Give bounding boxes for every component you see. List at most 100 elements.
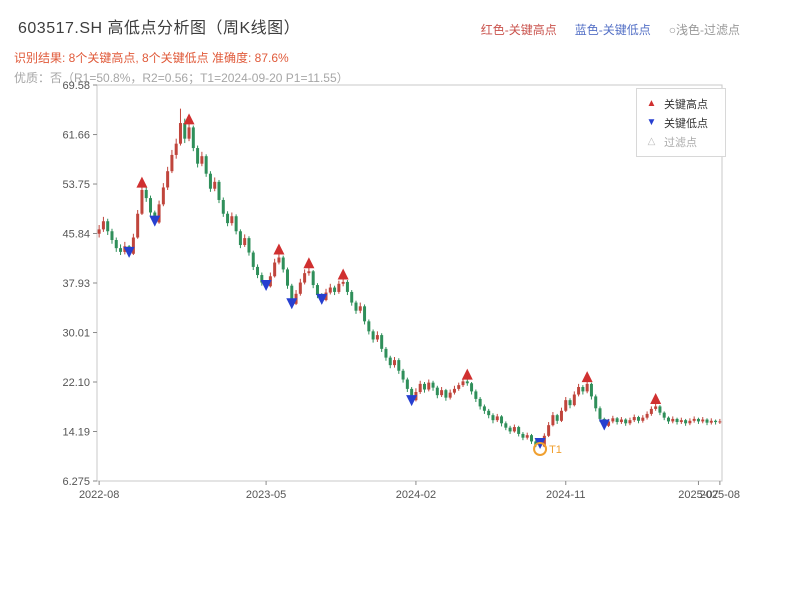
candle-body bbox=[191, 127, 195, 149]
key-low-marker bbox=[406, 395, 418, 407]
candle-body bbox=[701, 419, 705, 422]
candle-body bbox=[149, 198, 153, 213]
candle-body bbox=[208, 173, 212, 189]
candle-body bbox=[508, 427, 512, 432]
candle-body bbox=[688, 420, 692, 424]
candle-body bbox=[183, 123, 187, 139]
candle-body bbox=[440, 390, 444, 396]
x-tick-label: 2024-11 bbox=[546, 489, 586, 501]
legend-label-filtered: 过滤点 bbox=[664, 136, 697, 149]
candle-body bbox=[384, 348, 388, 358]
candle-body bbox=[144, 189, 148, 199]
quality-line: 优质：否（R1=50.8%，R2=0.56；T1=2024-09-20 P1=1… bbox=[14, 71, 349, 85]
candle-body bbox=[106, 221, 110, 232]
candle-body bbox=[371, 331, 375, 340]
t1-annotation: T1 bbox=[533, 442, 562, 457]
key-high-marker bbox=[273, 243, 285, 255]
x-tick-label: 2025-07 bbox=[678, 489, 718, 501]
candle-body bbox=[333, 287, 337, 292]
t1-circle-icon bbox=[533, 442, 548, 457]
candle-body bbox=[380, 335, 384, 349]
candle-body bbox=[615, 418, 619, 423]
candle-body bbox=[632, 417, 636, 421]
candle-body bbox=[444, 390, 448, 398]
candle-body bbox=[696, 418, 700, 422]
candle-body bbox=[521, 433, 525, 438]
candle-body bbox=[307, 271, 311, 274]
key-low-marker bbox=[260, 280, 272, 292]
candle-body bbox=[645, 413, 649, 418]
y-tick-label: 69.58 bbox=[62, 80, 90, 92]
candle-body bbox=[637, 417, 641, 421]
y-tick-label: 53.75 bbox=[62, 179, 90, 191]
candle-body bbox=[658, 406, 662, 413]
candle-body bbox=[114, 240, 118, 249]
candle-body bbox=[350, 291, 354, 303]
candle-body bbox=[405, 379, 409, 389]
candle-body bbox=[243, 238, 247, 246]
candle-body bbox=[277, 257, 281, 263]
candle-body bbox=[500, 416, 504, 424]
candle-body bbox=[525, 435, 529, 438]
key-high-marker bbox=[581, 371, 593, 383]
candle-body bbox=[285, 269, 289, 286]
candle-body bbox=[504, 423, 508, 428]
candle-body bbox=[119, 248, 123, 252]
y-tick-label: 61.66 bbox=[62, 130, 90, 142]
candle-body bbox=[465, 381, 469, 384]
y-tick-label: 37.93 bbox=[62, 278, 90, 290]
candle-body bbox=[572, 394, 576, 406]
candle-body bbox=[482, 406, 486, 411]
candle-body bbox=[581, 387, 585, 392]
candle-body bbox=[170, 154, 174, 172]
y-tick-label: 22.10 bbox=[62, 377, 90, 389]
candle-body bbox=[718, 421, 722, 423]
candle-body bbox=[666, 417, 670, 422]
key-low-marker bbox=[286, 298, 298, 310]
x-tick-label: 2024-02 bbox=[396, 489, 436, 501]
candle-body bbox=[568, 400, 572, 406]
candle-body bbox=[461, 381, 465, 386]
key-high-marker bbox=[650, 393, 662, 405]
color-key-filter-label: ○浅色-过滤点 bbox=[668, 23, 740, 37]
candle-body bbox=[495, 416, 499, 421]
candle-body bbox=[624, 419, 628, 424]
key-high-markers bbox=[136, 113, 662, 405]
candle-body bbox=[345, 281, 349, 292]
candle-body bbox=[341, 281, 345, 284]
candle-body bbox=[161, 187, 165, 205]
candle-body bbox=[136, 213, 140, 238]
candle-body bbox=[290, 285, 294, 304]
candle-body bbox=[298, 282, 302, 294]
candle-body bbox=[628, 420, 632, 424]
candle-body bbox=[675, 418, 679, 423]
candle-body bbox=[251, 252, 255, 267]
key-low-marker bbox=[149, 215, 161, 227]
candle-body bbox=[709, 420, 713, 423]
candle-body bbox=[679, 420, 683, 423]
candle-body bbox=[577, 387, 581, 395]
candle-body bbox=[273, 262, 277, 277]
candle-body bbox=[140, 189, 144, 214]
candle-body bbox=[256, 266, 260, 276]
candle-body bbox=[401, 370, 405, 380]
key-low-marker bbox=[316, 293, 328, 305]
candle-body bbox=[457, 385, 461, 389]
candle-body bbox=[131, 237, 135, 254]
candle-body bbox=[110, 231, 114, 241]
color-key: 红色-关键高点 蓝色-关键低点 ○浅色-过滤点 bbox=[481, 21, 740, 38]
candle-body bbox=[388, 357, 392, 366]
candle-body bbox=[555, 415, 559, 421]
candle-body bbox=[230, 216, 234, 224]
candle-body bbox=[418, 383, 422, 393]
candle-body bbox=[97, 229, 101, 234]
y-axis: 69.58 61.66 53.75 45.84 37.93 30.01 22.10 14.19… bbox=[62, 80, 97, 488]
candle-body bbox=[649, 408, 653, 414]
candle-body bbox=[196, 148, 200, 164]
candle-body bbox=[585, 383, 589, 392]
y-tick-label: 6.275 bbox=[62, 476, 90, 488]
recognition-result-line: 识别结果: 8个关键高点, 8个关键低点 准确度: 87.6% bbox=[14, 51, 289, 65]
candle-body bbox=[534, 441, 538, 446]
